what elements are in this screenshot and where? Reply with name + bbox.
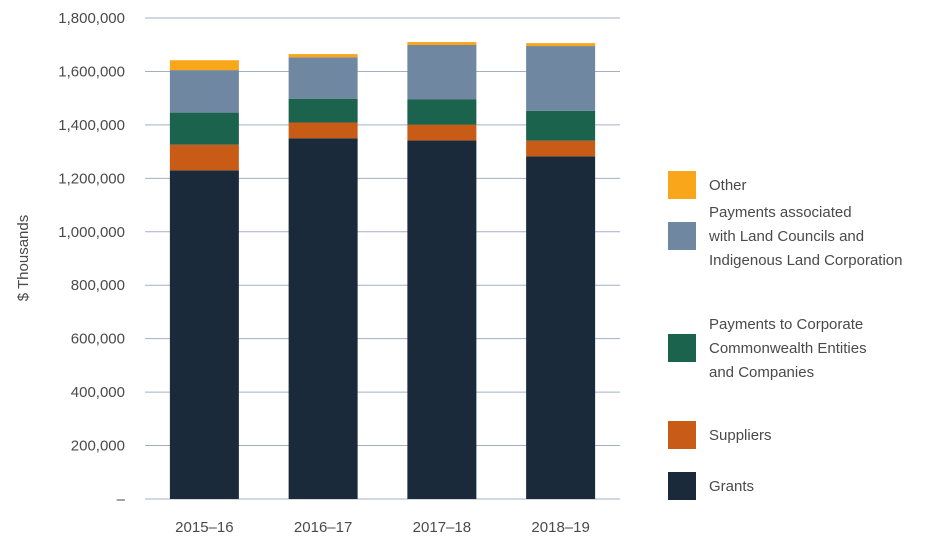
y-axis-ticks: – 200,000 400,000 600,000 800,000 1,000,000 1,… (58, 10, 125, 508)
x-tick-label: 2016–17 (294, 519, 352, 536)
bar-segment-payments (169, 70, 239, 113)
y-tick-label: 1,200,000 (58, 170, 125, 187)
legend-label: with Land Councils and (708, 228, 864, 245)
bar-segment-grants (526, 156, 596, 499)
bar-segment-payments (288, 98, 358, 123)
legend-label: Suppliers (709, 427, 772, 444)
legend-swatch (668, 222, 696, 250)
bars (169, 42, 596, 500)
legend-label: Other (709, 177, 747, 194)
y-tick-label: 1,800,000 (58, 10, 125, 27)
bar-segment-suppliers (407, 124, 477, 141)
y-tick-label: 200,000 (71, 438, 125, 455)
bar-segment-grants (407, 140, 477, 500)
bar-segment-other (526, 43, 596, 47)
y-tick-label: 1,600,000 (58, 63, 125, 80)
bar-segment-suppliers (169, 144, 239, 171)
bar-segment-other (288, 54, 358, 58)
legend-label: Grants (709, 478, 754, 495)
y-axis-label: $ Thousands (15, 215, 32, 301)
legend-label: Payments to Corporate (709, 316, 863, 333)
x-tick-label: 2018–19 (531, 519, 589, 536)
bar-segment-payments (169, 112, 239, 145)
bar-segment-other (169, 60, 239, 71)
y-tick-label: 800,000 (71, 277, 125, 294)
y-tick-label: 600,000 (71, 331, 125, 348)
bar-segment-grants (288, 138, 358, 499)
x-axis-ticks: 2015–16 2016–17 2017–18 2018–19 (175, 519, 590, 536)
legend-label: and Companies (709, 364, 814, 381)
legend-swatch (668, 421, 696, 449)
bar-segment-suppliers (288, 122, 358, 139)
bar-segment-payments (407, 99, 477, 125)
bar-segment-payments (288, 57, 358, 99)
legend-label: Commonwealth Entities (709, 340, 867, 357)
bar-segment-other (407, 42, 477, 45)
x-tick-label: 2017–18 (413, 519, 471, 536)
legend: Grants Suppliers Payments to Corporate Comm… (668, 171, 902, 500)
y-tick-label: 1,400,000 (58, 117, 125, 134)
legend-swatch (668, 334, 696, 362)
y-tick-label: – (117, 491, 126, 508)
legend-swatch (668, 171, 696, 199)
legend-swatch (668, 472, 696, 500)
legend-label: Payments associated (709, 204, 852, 221)
bar-segment-payments (407, 44, 477, 100)
y-tick-label: 1,000,000 (58, 224, 125, 241)
x-tick-label: 2015–16 (175, 519, 233, 536)
bar-segment-grants (169, 170, 239, 500)
bar-segment-payments (526, 46, 596, 111)
bar-segment-suppliers (526, 140, 596, 157)
bar-segment-payments (526, 110, 596, 141)
legend-label: Indigenous Land Corporation (709, 252, 902, 269)
y-tick-label: 400,000 (71, 384, 125, 401)
